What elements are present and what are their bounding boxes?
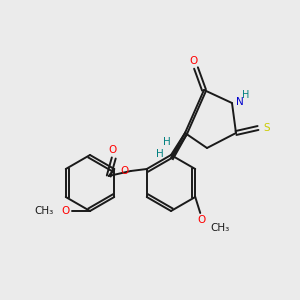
Text: O: O [62, 206, 70, 216]
Text: CH₃: CH₃ [35, 206, 54, 216]
Text: O: O [190, 56, 198, 66]
Text: CH₃: CH₃ [210, 223, 230, 233]
Text: N: N [236, 97, 244, 107]
Text: H: H [163, 137, 171, 147]
Text: O: O [197, 215, 206, 225]
Text: H: H [156, 149, 164, 159]
Text: H: H [242, 90, 250, 100]
Text: O: O [109, 145, 117, 155]
Text: S: S [264, 123, 270, 133]
Text: O: O [121, 166, 129, 176]
